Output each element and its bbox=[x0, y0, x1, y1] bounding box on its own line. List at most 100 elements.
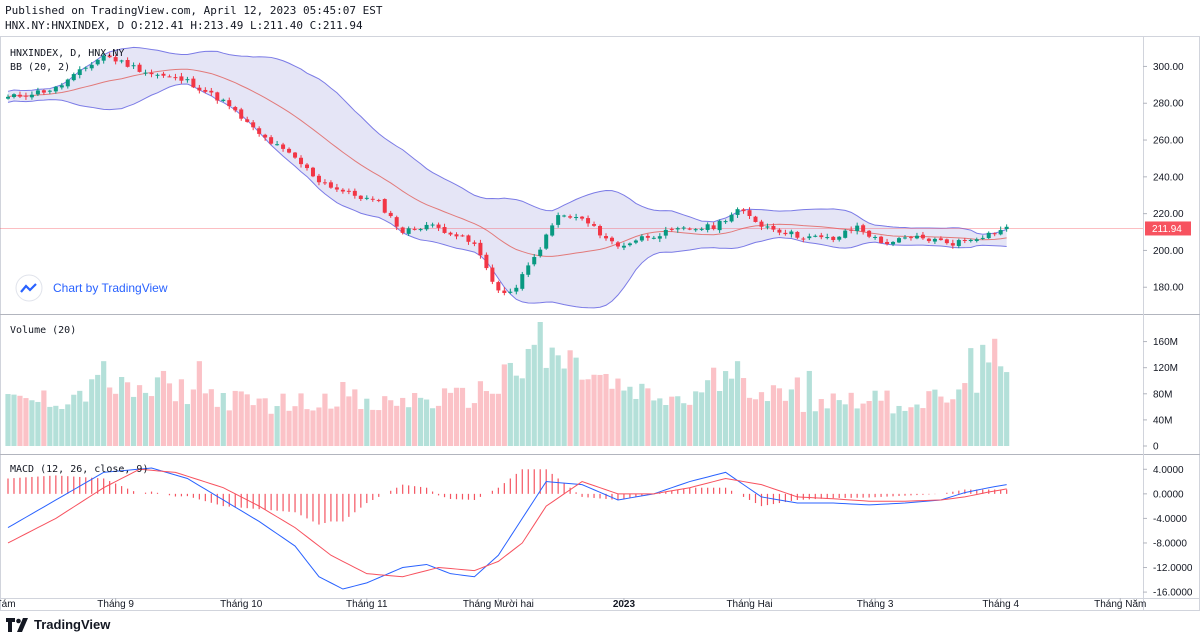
volume-bar bbox=[657, 398, 663, 446]
volume-bar bbox=[292, 406, 298, 446]
volume-bar bbox=[465, 407, 472, 446]
volume-tick-label: 40M bbox=[1153, 415, 1172, 426]
volume-bar bbox=[196, 361, 202, 446]
volume-bar bbox=[962, 383, 968, 446]
candle bbox=[149, 69, 154, 78]
volume-bar bbox=[525, 348, 531, 446]
candle bbox=[837, 236, 842, 242]
volume-bar bbox=[866, 400, 872, 446]
candle bbox=[855, 222, 860, 235]
candle bbox=[23, 92, 28, 100]
candle bbox=[615, 241, 620, 249]
price-tick-label: 240.00 bbox=[1153, 172, 1184, 183]
volume-bar bbox=[89, 379, 95, 446]
candle bbox=[550, 223, 555, 237]
volume-bar bbox=[645, 388, 651, 446]
candle bbox=[986, 231, 991, 240]
volume-bar bbox=[890, 413, 896, 446]
time-tick-label: Tháng Hai bbox=[726, 599, 772, 610]
candle bbox=[496, 280, 501, 294]
volume-bar bbox=[770, 385, 777, 446]
candle bbox=[789, 229, 794, 238]
candle bbox=[502, 287, 507, 296]
candle bbox=[364, 195, 369, 201]
volume-bar bbox=[537, 322, 543, 446]
candle bbox=[609, 236, 614, 245]
macd-tick-label: -12.0000 bbox=[1153, 563, 1193, 574]
candle bbox=[795, 231, 800, 240]
candle bbox=[645, 233, 650, 241]
candle bbox=[705, 222, 710, 233]
volume-bar bbox=[65, 404, 71, 446]
volume-bar bbox=[836, 400, 842, 446]
candle bbox=[460, 234, 465, 237]
volume-bar bbox=[232, 390, 238, 446]
volume-bar bbox=[77, 390, 83, 446]
candle bbox=[442, 223, 447, 234]
volume-bar bbox=[998, 366, 1004, 446]
candle bbox=[107, 52, 112, 59]
candle bbox=[532, 254, 537, 267]
volume-bar bbox=[29, 400, 35, 446]
volume-tick-label: 0 bbox=[1153, 442, 1159, 453]
volume-bar bbox=[280, 393, 286, 446]
candle bbox=[651, 235, 656, 240]
candle bbox=[723, 219, 728, 224]
macd-tick-label: 0.0000 bbox=[1153, 489, 1184, 500]
volume-bar bbox=[250, 405, 256, 446]
volume-bar bbox=[681, 403, 687, 446]
candle bbox=[448, 231, 453, 237]
footer-brand: TradingView bbox=[34, 617, 111, 632]
time-axis: Tháng Tám Tháng 9 Tháng 10 Tháng 11 Tháng Mư… bbox=[0, 598, 1146, 610]
candle bbox=[508, 288, 513, 294]
volume-bar bbox=[459, 387, 466, 446]
candle bbox=[807, 233, 812, 241]
candle bbox=[932, 237, 937, 244]
candle bbox=[316, 173, 321, 186]
candle bbox=[346, 188, 351, 195]
watermark-text: Chart by TradingView bbox=[53, 281, 168, 295]
candle bbox=[998, 226, 1003, 236]
candle bbox=[598, 224, 603, 239]
candle bbox=[173, 73, 178, 81]
candle bbox=[281, 142, 286, 152]
candle bbox=[161, 71, 166, 78]
candle bbox=[454, 232, 459, 240]
volume-bar bbox=[950, 399, 956, 446]
volume-bar bbox=[316, 407, 322, 446]
candle bbox=[65, 78, 70, 89]
volume-bar bbox=[418, 397, 424, 446]
candle bbox=[908, 235, 913, 241]
macd-tick-label: -4.0000 bbox=[1153, 514, 1187, 525]
volume-bar bbox=[23, 398, 29, 446]
candle bbox=[215, 91, 220, 104]
candle bbox=[334, 183, 339, 192]
volume-bar bbox=[322, 393, 328, 446]
ohlc-line: HNX.NY:HNXINDEX, D O:212.41 H:213.49 L:2… bbox=[5, 19, 363, 32]
candle bbox=[604, 233, 608, 241]
volume-bar bbox=[412, 393, 418, 446]
volume-bar bbox=[11, 394, 17, 446]
volume-bar bbox=[567, 350, 573, 446]
candle bbox=[938, 236, 943, 241]
candle bbox=[11, 93, 16, 99]
volume-bar bbox=[71, 394, 77, 446]
volume-bar bbox=[382, 396, 388, 446]
volume-bar bbox=[956, 389, 962, 446]
tradingview-logo[interactable]: TradingView bbox=[6, 617, 110, 632]
macd-line bbox=[7, 467, 1007, 590]
candle bbox=[340, 188, 345, 194]
volume-tick-label: 160M bbox=[1153, 337, 1178, 348]
candle bbox=[663, 226, 668, 239]
volume-bar bbox=[860, 403, 866, 446]
volume-bar bbox=[932, 389, 938, 446]
volume-bar bbox=[268, 413, 274, 446]
volume-bar bbox=[914, 404, 920, 446]
tradingview-icon bbox=[6, 617, 28, 632]
volume-bar bbox=[107, 387, 113, 446]
candle bbox=[478, 239, 483, 259]
candle bbox=[568, 214, 573, 219]
volume-bar bbox=[358, 409, 364, 446]
candle bbox=[891, 241, 896, 247]
